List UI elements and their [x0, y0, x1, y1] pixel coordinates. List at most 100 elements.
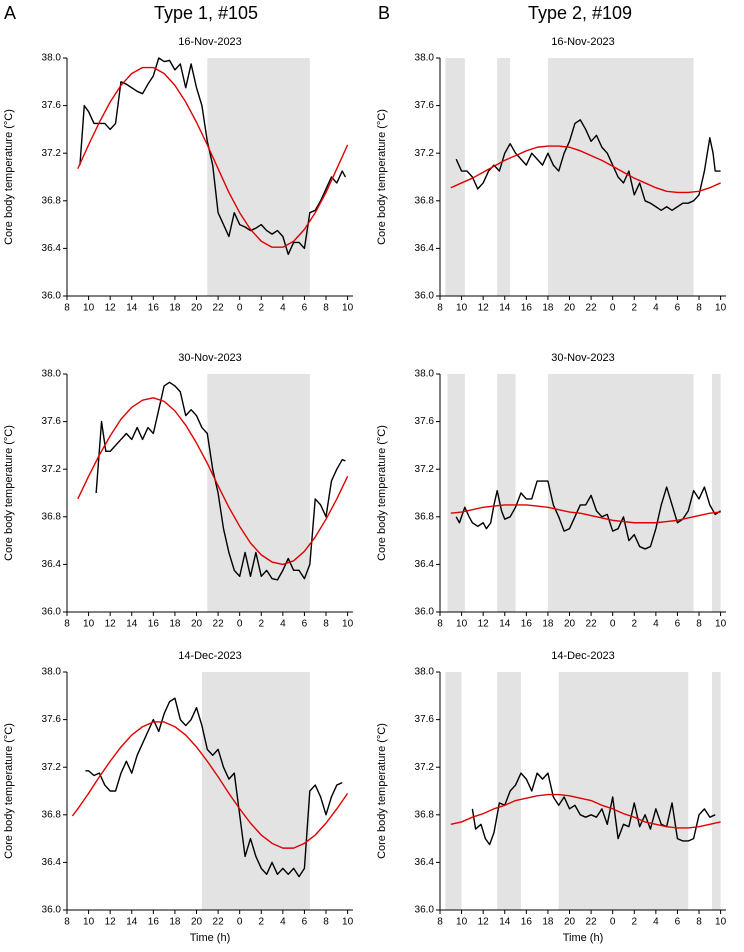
x-tick-label: 8 — [64, 303, 70, 314]
x-tick-label: 18 — [542, 917, 554, 928]
x-tick-label: 4 — [280, 303, 286, 314]
y-tick-label: 36.4 — [415, 559, 435, 570]
x-tick-label: 10 — [715, 619, 727, 630]
y-tick-label: 36.4 — [42, 857, 62, 868]
dark-period — [558, 672, 689, 910]
x-tick-label: 14 — [126, 303, 138, 314]
y-axis-label: Core body temperature (°C) — [376, 723, 388, 859]
x-tick-label: 20 — [564, 619, 576, 630]
y-tick-label: 38.0 — [415, 667, 435, 678]
x-tick-label: 4 — [653, 303, 659, 314]
x-tick-label: 10 — [456, 619, 468, 630]
x-tick-label: 8 — [64, 917, 70, 928]
chart-title: 30-Nov-2023 — [551, 352, 615, 364]
x-tick-label: 10 — [342, 303, 354, 314]
y-tick-label: 36.0 — [42, 607, 62, 618]
dark-period — [497, 374, 516, 612]
dark-period — [547, 374, 694, 612]
data-line — [450, 793, 721, 829]
data-line — [77, 66, 349, 248]
y-tick-label: 37.6 — [415, 714, 435, 725]
x-tick-label: 10 — [456, 303, 468, 314]
y-tick-label: 36.8 — [415, 809, 435, 820]
panel-letter: B — [378, 3, 390, 23]
x-tick-label: 10 — [342, 917, 354, 928]
x-tick-label: 8 — [696, 917, 702, 928]
x-tick-label: 16 — [521, 619, 533, 630]
y-tick-label: 36.0 — [415, 291, 435, 302]
x-tick-label: 14 — [126, 619, 138, 630]
x-tick-label: 22 — [213, 619, 225, 630]
chart-title: 16-Nov-2023 — [178, 36, 242, 48]
x-tick-label: 16 — [521, 917, 533, 928]
x-tick-label: 8 — [323, 917, 329, 928]
x-tick-label: 20 — [564, 303, 576, 314]
x-tick-label: 16 — [148, 917, 160, 928]
x-tick-label: 0 — [610, 303, 616, 314]
panel-letter: A — [4, 3, 16, 23]
y-tick-label: 38.0 — [42, 369, 62, 380]
x-tick-label: 18 — [542, 619, 554, 630]
dark-period — [547, 58, 694, 296]
dark-period — [207, 58, 310, 296]
x-tick-label: 20 — [564, 917, 576, 928]
x-tick-label: 20 — [191, 303, 203, 314]
y-axis-label: Core body temperature (°C) — [3, 425, 15, 561]
x-tick-label: 0 — [610, 917, 616, 928]
y-tick-label: 37.2 — [415, 762, 435, 773]
x-tick-label: 10 — [83, 917, 95, 928]
x-tick-label: 2 — [258, 917, 264, 928]
y-tick-label: 36.8 — [42, 809, 62, 820]
y-tick-label: 36.8 — [42, 195, 62, 206]
x-tick-label: 8 — [696, 303, 702, 314]
x-tick-label: 12 — [478, 619, 490, 630]
y-tick-label: 37.6 — [42, 714, 62, 725]
y-tick-label: 36.4 — [415, 857, 435, 868]
data-line — [77, 397, 349, 566]
y-tick-label: 38.0 — [415, 369, 435, 380]
x-tick-label: 12 — [105, 619, 117, 630]
x-tick-label: 10 — [83, 303, 95, 314]
x-tick-label: 16 — [521, 303, 533, 314]
dark-period — [445, 672, 462, 910]
y-axis-label: Core body temperature (°C) — [376, 109, 388, 245]
data-line — [455, 119, 721, 212]
x-tick-label: 2 — [631, 917, 637, 928]
data-line — [471, 772, 716, 846]
x-tick-label: 4 — [280, 917, 286, 928]
dark-period — [447, 374, 465, 612]
y-tick-label: 37.2 — [42, 464, 62, 475]
data-line — [450, 145, 721, 194]
chart-title: 30-Nov-2023 — [178, 352, 242, 364]
x-tick-label: 2 — [258, 619, 264, 630]
x-tick-label: 14 — [499, 303, 511, 314]
dark-period — [201, 672, 310, 910]
x-tick-label: 10 — [342, 619, 354, 630]
x-tick-label: 8 — [696, 619, 702, 630]
column-title: Type 2, #109 — [528, 3, 632, 23]
y-tick-label: 37.2 — [415, 148, 435, 159]
x-tick-label: 20 — [191, 917, 203, 928]
column-title: Type 1, #105 — [154, 3, 258, 23]
y-tick-label: 36.0 — [42, 905, 62, 916]
x-tick-label: 2 — [258, 303, 264, 314]
x-tick-label: 8 — [64, 619, 70, 630]
y-tick-label: 36.4 — [415, 243, 435, 254]
x-tick-label: 4 — [653, 619, 659, 630]
data-line — [71, 721, 349, 849]
x-tick-label: 18 — [169, 619, 181, 630]
x-tick-label: 6 — [675, 303, 681, 314]
y-tick-label: 38.0 — [415, 53, 435, 64]
x-tick-label: 4 — [280, 619, 286, 630]
x-tick-label: 22 — [213, 303, 225, 314]
y-tick-label: 37.6 — [42, 416, 62, 427]
x-tick-label: 12 — [478, 303, 490, 314]
y-axis-label: Core body temperature (°C) — [376, 425, 388, 561]
x-tick-label: 10 — [715, 303, 727, 314]
dark-period — [497, 672, 521, 910]
dark-period — [711, 672, 721, 910]
y-tick-label: 36.8 — [42, 511, 62, 522]
y-tick-label: 36.0 — [42, 291, 62, 302]
x-tick-label: 22 — [586, 917, 598, 928]
x-tick-label: 0 — [237, 619, 243, 630]
